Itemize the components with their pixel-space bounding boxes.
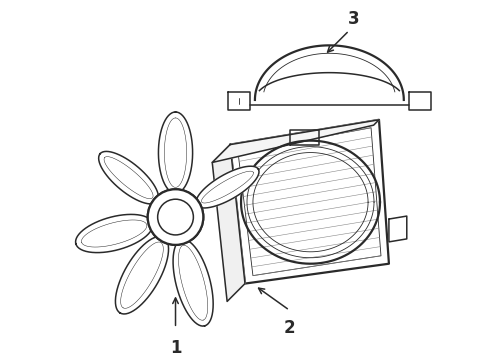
Circle shape bbox=[147, 189, 203, 245]
Text: 1: 1 bbox=[170, 339, 181, 357]
Polygon shape bbox=[230, 120, 389, 284]
Circle shape bbox=[158, 199, 194, 235]
Polygon shape bbox=[116, 237, 169, 314]
Polygon shape bbox=[212, 145, 245, 301]
Polygon shape bbox=[212, 120, 379, 162]
Circle shape bbox=[158, 199, 194, 235]
Polygon shape bbox=[173, 239, 213, 326]
Text: 2: 2 bbox=[284, 319, 295, 337]
Polygon shape bbox=[196, 166, 259, 208]
Polygon shape bbox=[389, 216, 407, 242]
Text: 3: 3 bbox=[348, 10, 360, 28]
Polygon shape bbox=[75, 215, 153, 253]
Circle shape bbox=[147, 189, 203, 245]
Polygon shape bbox=[98, 152, 158, 204]
Polygon shape bbox=[158, 112, 193, 193]
